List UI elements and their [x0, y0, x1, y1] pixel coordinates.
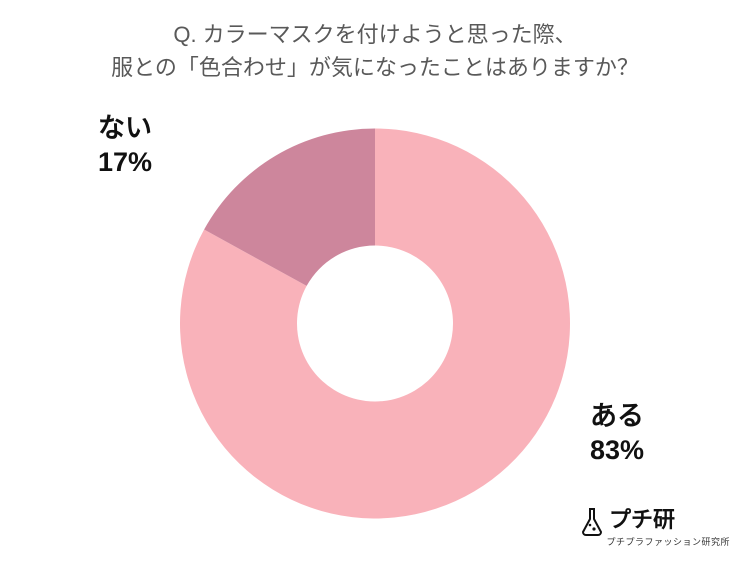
slice-pct-yes: 83%: [590, 434, 644, 468]
donut-chart: [175, 123, 575, 528]
slice-name-yes: ある: [590, 400, 644, 434]
donut-svg: [175, 123, 575, 523]
slice-label-no: ない 17%: [98, 112, 152, 180]
brand-main: プチ研: [609, 507, 675, 532]
brand-sub: プチプラファッション研究所: [606, 535, 730, 548]
slice-pct-no: 17%: [98, 146, 152, 180]
slice-label-yes: ある 83%: [590, 400, 644, 468]
title-line-1: Q. カラーマスクを付けようと思った際、: [0, 18, 750, 51]
flask-icon: [580, 507, 604, 537]
brand-logo: プチ研 プチプラファッション研究所: [580, 502, 730, 548]
chart-title: Q. カラーマスクを付けようと思った際、 服との「色合わせ」が気になったことはあ…: [0, 18, 750, 84]
slice-name-no: ない: [98, 112, 152, 146]
title-line-2: 服との「色合わせ」が気になったことはありますか？: [0, 51, 750, 84]
